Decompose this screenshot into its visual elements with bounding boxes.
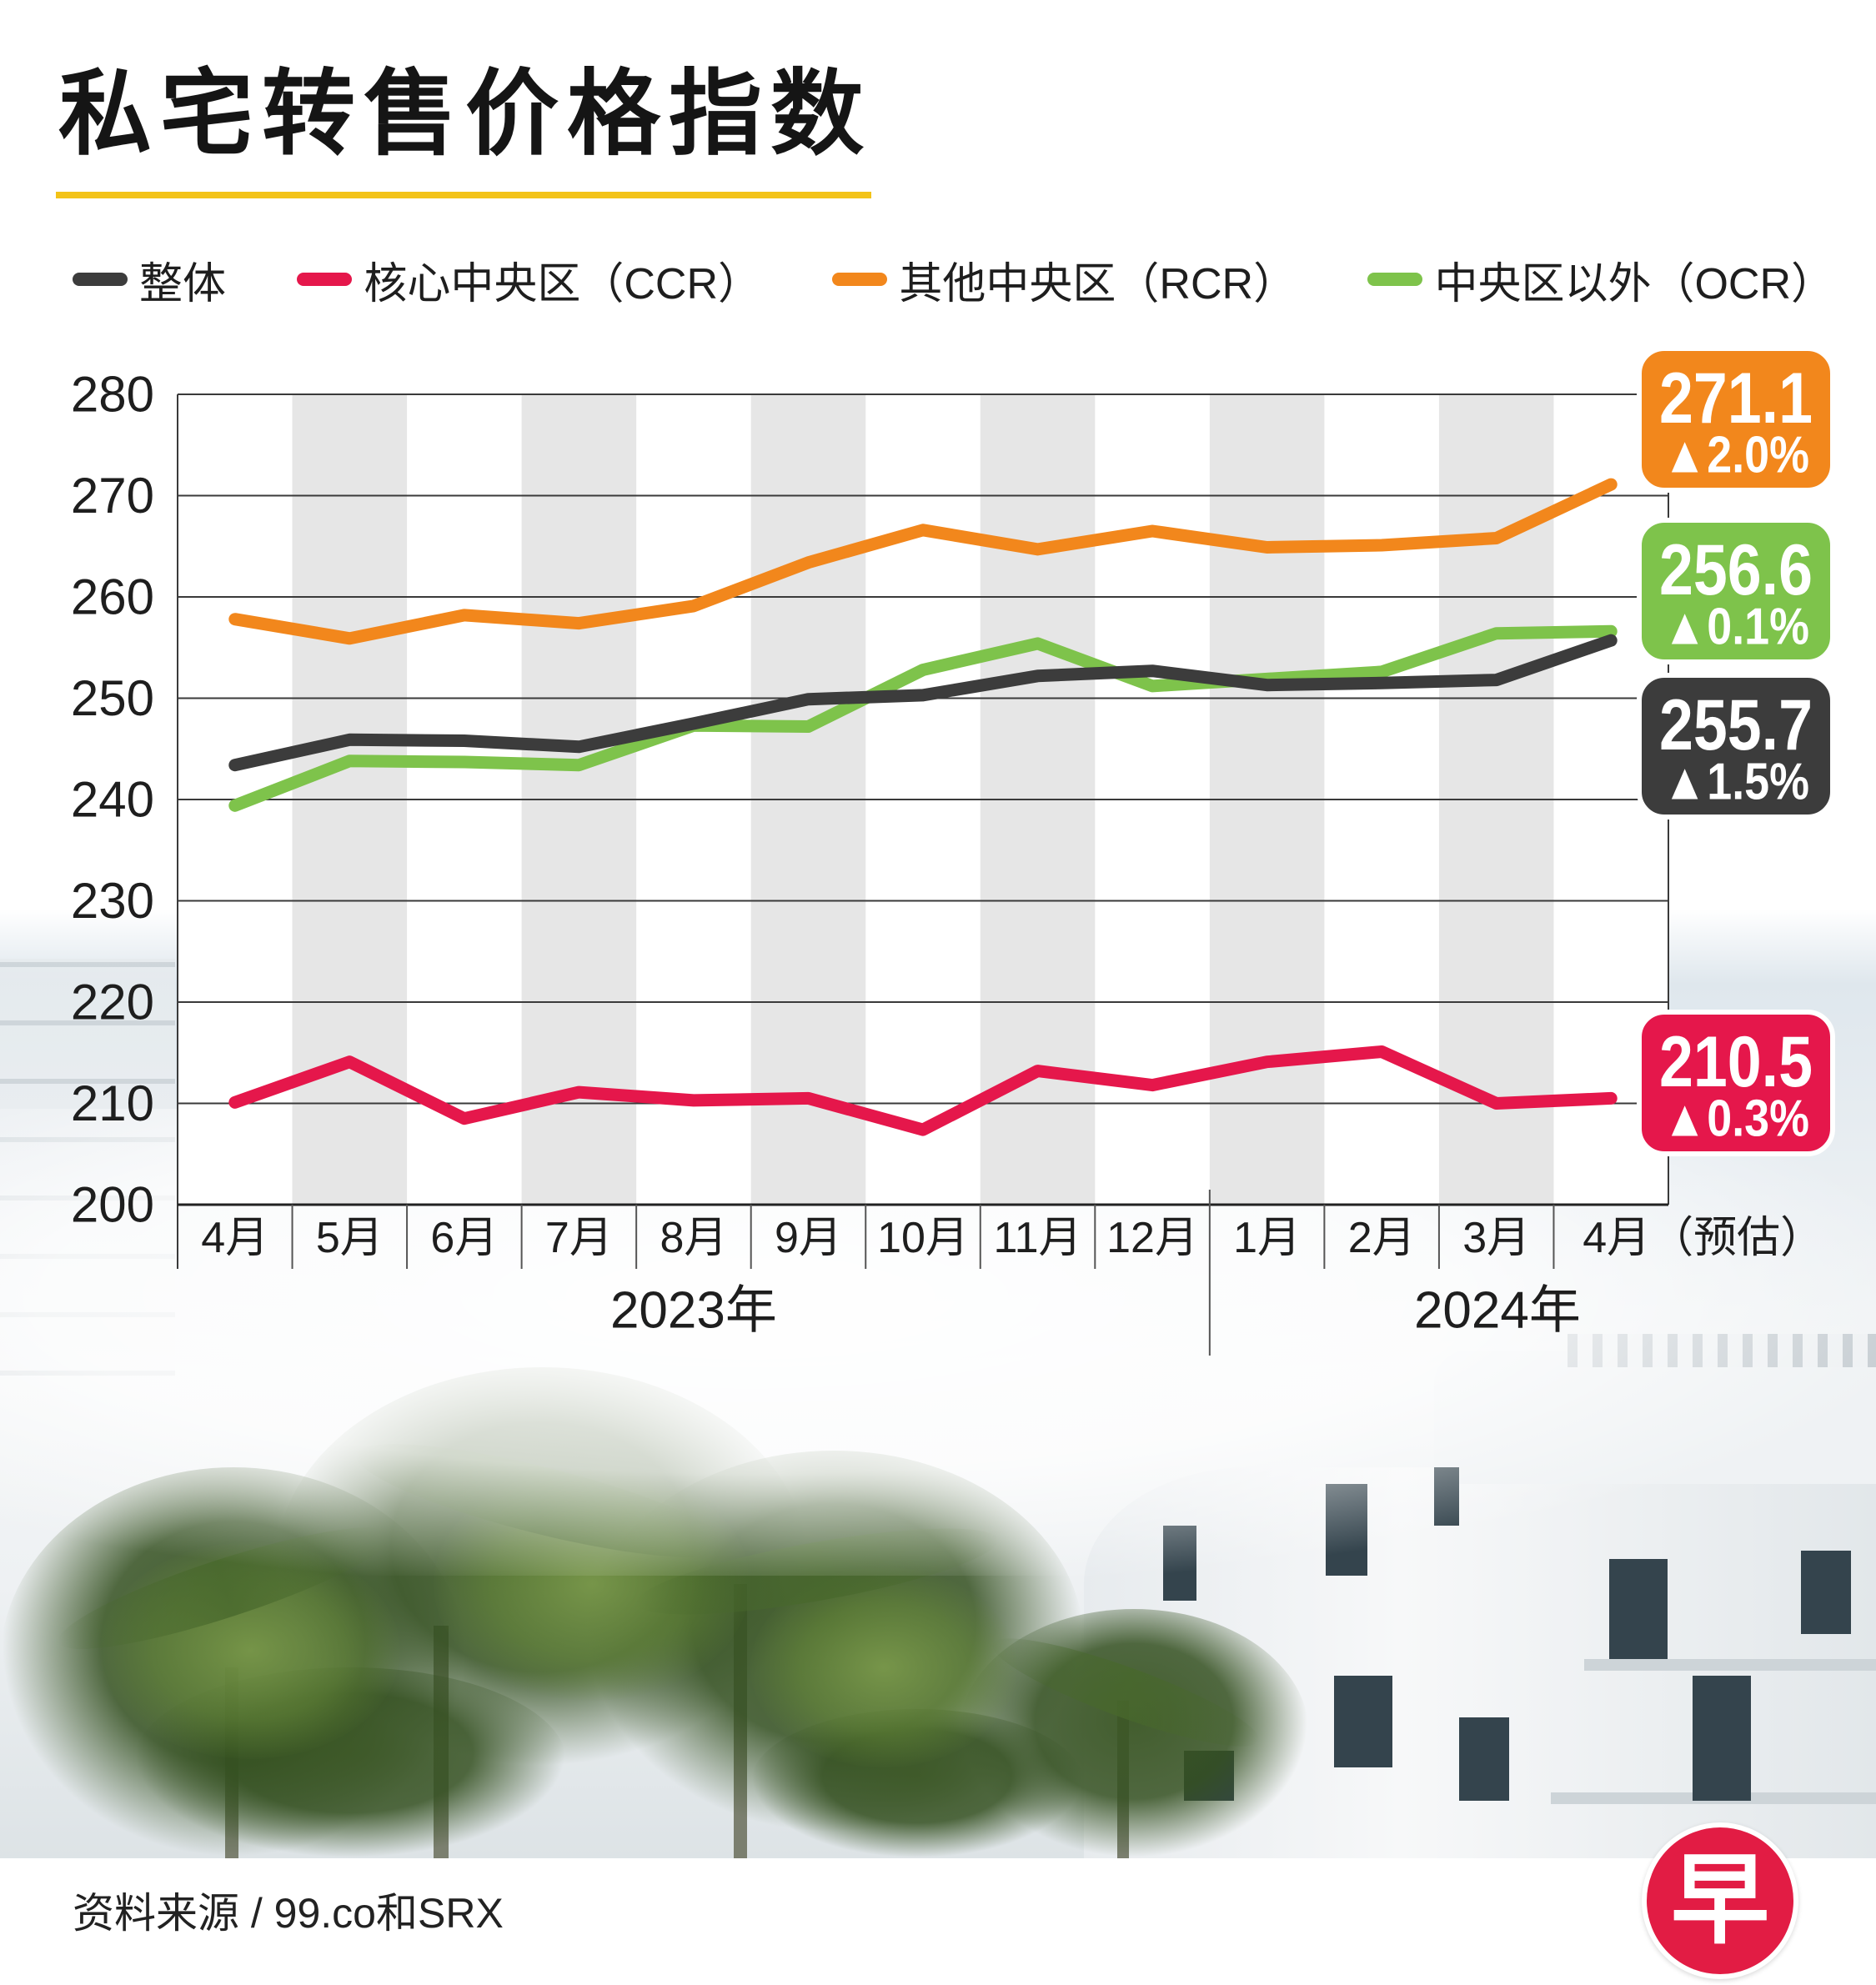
- y-axis: 200 210 220 230 240 250 260 270 280: [71, 367, 154, 1233]
- end-value: 256.6: [1659, 530, 1813, 610]
- series-lines: [228, 478, 1618, 1136]
- series-line-rcr: [228, 478, 1618, 645]
- background-window: [1334, 1676, 1392, 1767]
- y-tick-label: 280: [71, 367, 154, 423]
- page-title: 私宅转售价格指数: [58, 62, 872, 166]
- legend-label-ccr: 核心中央区（CCR）: [364, 259, 762, 308]
- end-change: ▲0.3%: [1663, 1090, 1809, 1148]
- legend-marker-rcr: [832, 273, 888, 286]
- end-value: 255.7: [1659, 685, 1813, 765]
- background-window: [1609, 1559, 1668, 1659]
- year-label: 2024年: [1414, 1282, 1581, 1340]
- y-tick-label: 270: [71, 468, 154, 524]
- x-axis: 4月 5月 6月 7月 8月 9月 10月 11月 12月 1月 2月 3月 4月（预估） 2023年 20…: [201, 1190, 1823, 1356]
- end-value: 271.1: [1659, 358, 1813, 439]
- y-tick-label: 230: [71, 873, 154, 929]
- x-tick-label: 4月（预估）: [1583, 1214, 1823, 1262]
- end-label-box: [1637, 518, 1835, 664]
- x-tick-label: 5月: [316, 1214, 384, 1262]
- y-tick-label: 220: [71, 975, 154, 1030]
- end-value-labels: 255.7▲1.5% 210.5▲0.3% 271.1▲2.0% 256.6▲0.1%: [1637, 346, 1835, 1156]
- x-tick-label: 6月: [430, 1214, 498, 1262]
- series-line-ccr: [228, 1045, 1618, 1136]
- end-change: ▲0.1%: [1663, 599, 1809, 656]
- x-tick-label: 8月: [660, 1214, 727, 1262]
- year-label: 2023年: [610, 1282, 777, 1340]
- logo-glyph: 早: [1670, 1846, 1769, 1956]
- publisher-logo: 早: [1642, 1822, 1798, 1979]
- legend-marker-ocr: [1367, 273, 1423, 286]
- background-balcony: [1584, 1659, 1876, 1671]
- y-tick-label: 200: [71, 1177, 154, 1233]
- end-label-overall: 255.7▲1.5%: [1637, 673, 1835, 820]
- x-tick-label: 12月: [1106, 1214, 1198, 1262]
- end-change: ▲1.5%: [1663, 754, 1809, 811]
- end-label-rcr: 271.1▲2.0%: [1637, 346, 1835, 493]
- end-label-box: [1637, 1010, 1835, 1156]
- end-value: 210.5: [1659, 1022, 1813, 1102]
- legend-item-ccr: 核心中央区（CCR）: [297, 248, 761, 311]
- x-tick-label: 1月: [1233, 1214, 1301, 1262]
- x-tick-label: 2月: [1348, 1214, 1416, 1262]
- x-tick-label: 3月: [1462, 1214, 1530, 1262]
- y-tick-label: 250: [71, 670, 154, 726]
- chart-legend: 整体 核心中央区（CCR） 其他中央区（RCR） 中央区以外（OCR）: [73, 250, 1834, 308]
- legend-label-ocr: 中央区以外（OCR）: [1434, 259, 1834, 308]
- x-tick-label: 11月: [994, 1214, 1082, 1262]
- y-tick-label: 210: [71, 1075, 154, 1131]
- legend-marker-overall: [73, 273, 128, 286]
- x-tick-label: 4月: [201, 1214, 268, 1262]
- x-tick-label: 10月: [877, 1214, 969, 1262]
- end-label-ccr: 210.5▲0.3%: [1637, 1010, 1835, 1156]
- end-change: ▲2.0%: [1663, 427, 1809, 484]
- x-tick-label: 7月: [545, 1214, 613, 1262]
- series-line-overall: [228, 634, 1618, 772]
- source-note: 资料来源 / 99.co和SRX: [73, 1890, 504, 1937]
- title-underline: [56, 192, 871, 198]
- end-label-box: [1637, 673, 1835, 820]
- series-line-ocr: [228, 624, 1618, 812]
- end-label-ocr: 256.6▲0.1%: [1637, 518, 1835, 664]
- legend-item-overall: 整体: [73, 248, 226, 311]
- legend-label-overall: 整体: [139, 259, 227, 308]
- x-tick-label: 9月: [775, 1214, 842, 1262]
- legend-marker-ccr: [297, 273, 353, 286]
- background-window: [1693, 1676, 1751, 1801]
- end-label-box: [1637, 346, 1835, 493]
- legend-item-ocr: 中央区以外（OCR）: [1367, 248, 1834, 311]
- legend-item-rcr: 其他中央区（RCR）: [832, 248, 1297, 311]
- background-window: [1459, 1717, 1509, 1801]
- y-tick-label: 260: [71, 569, 154, 625]
- y-tick-label: 240: [71, 772, 154, 828]
- legend-label-rcr: 其他中央区（RCR）: [899, 259, 1297, 308]
